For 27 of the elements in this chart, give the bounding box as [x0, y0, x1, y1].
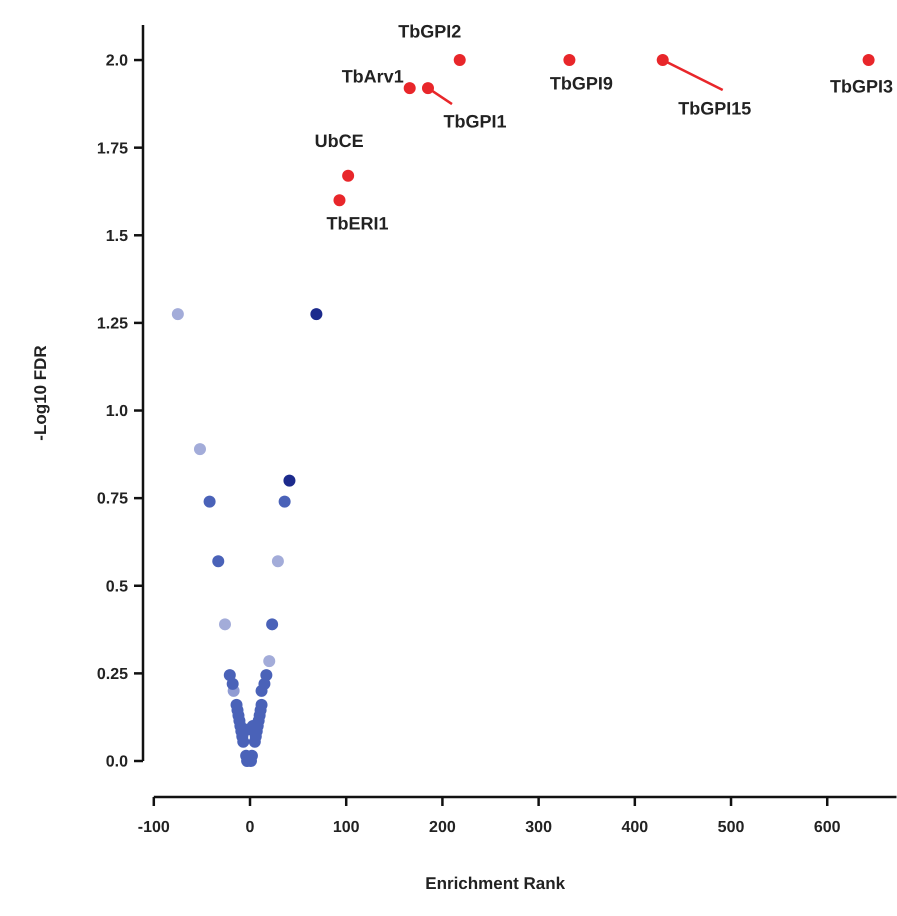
x-tick-label: 100 [332, 819, 360, 836]
y-tick-label: 0.5 [106, 578, 128, 596]
annotation: TbGPI2 [398, 21, 462, 42]
x-tick-label: -100 [138, 819, 170, 836]
y-tick-label: 1.25 [96, 316, 128, 333]
x-tick-label: 0 [246, 819, 255, 836]
y-tick-label: 0.0 [106, 754, 128, 771]
x-tick-label: 500 [718, 819, 744, 836]
annotation: TbGPI1 [443, 111, 506, 132]
annotation: TbGPI15 [678, 98, 752, 118]
y-tick-label: 1.0 [106, 403, 128, 420]
y-tick-label: 1.75 [96, 140, 128, 158]
y-axis-title: -Log10 FDR [31, 345, 50, 441]
annotation: UbCE [314, 131, 364, 152]
annotation: TbGPI3 [830, 76, 893, 96]
x-tick-label: 200 [429, 819, 456, 836]
annotation: TbGPI9 [550, 73, 613, 94]
annotation: TbERI1 [326, 214, 388, 234]
x-tick-label: 400 [621, 819, 648, 836]
x-tick-label: 300 [525, 819, 552, 836]
y-tick-label: 1.5 [106, 228, 128, 245]
annotation: TbArv1 [342, 66, 404, 86]
x-tick-label: 600 [814, 819, 841, 836]
y-tick-label: 0.25 [96, 666, 128, 683]
y-tick-label: 2.0 [106, 52, 128, 70]
y-tick-label: 0.75 [96, 490, 128, 508]
x-axis-title: Enrichment Rank [425, 874, 566, 893]
